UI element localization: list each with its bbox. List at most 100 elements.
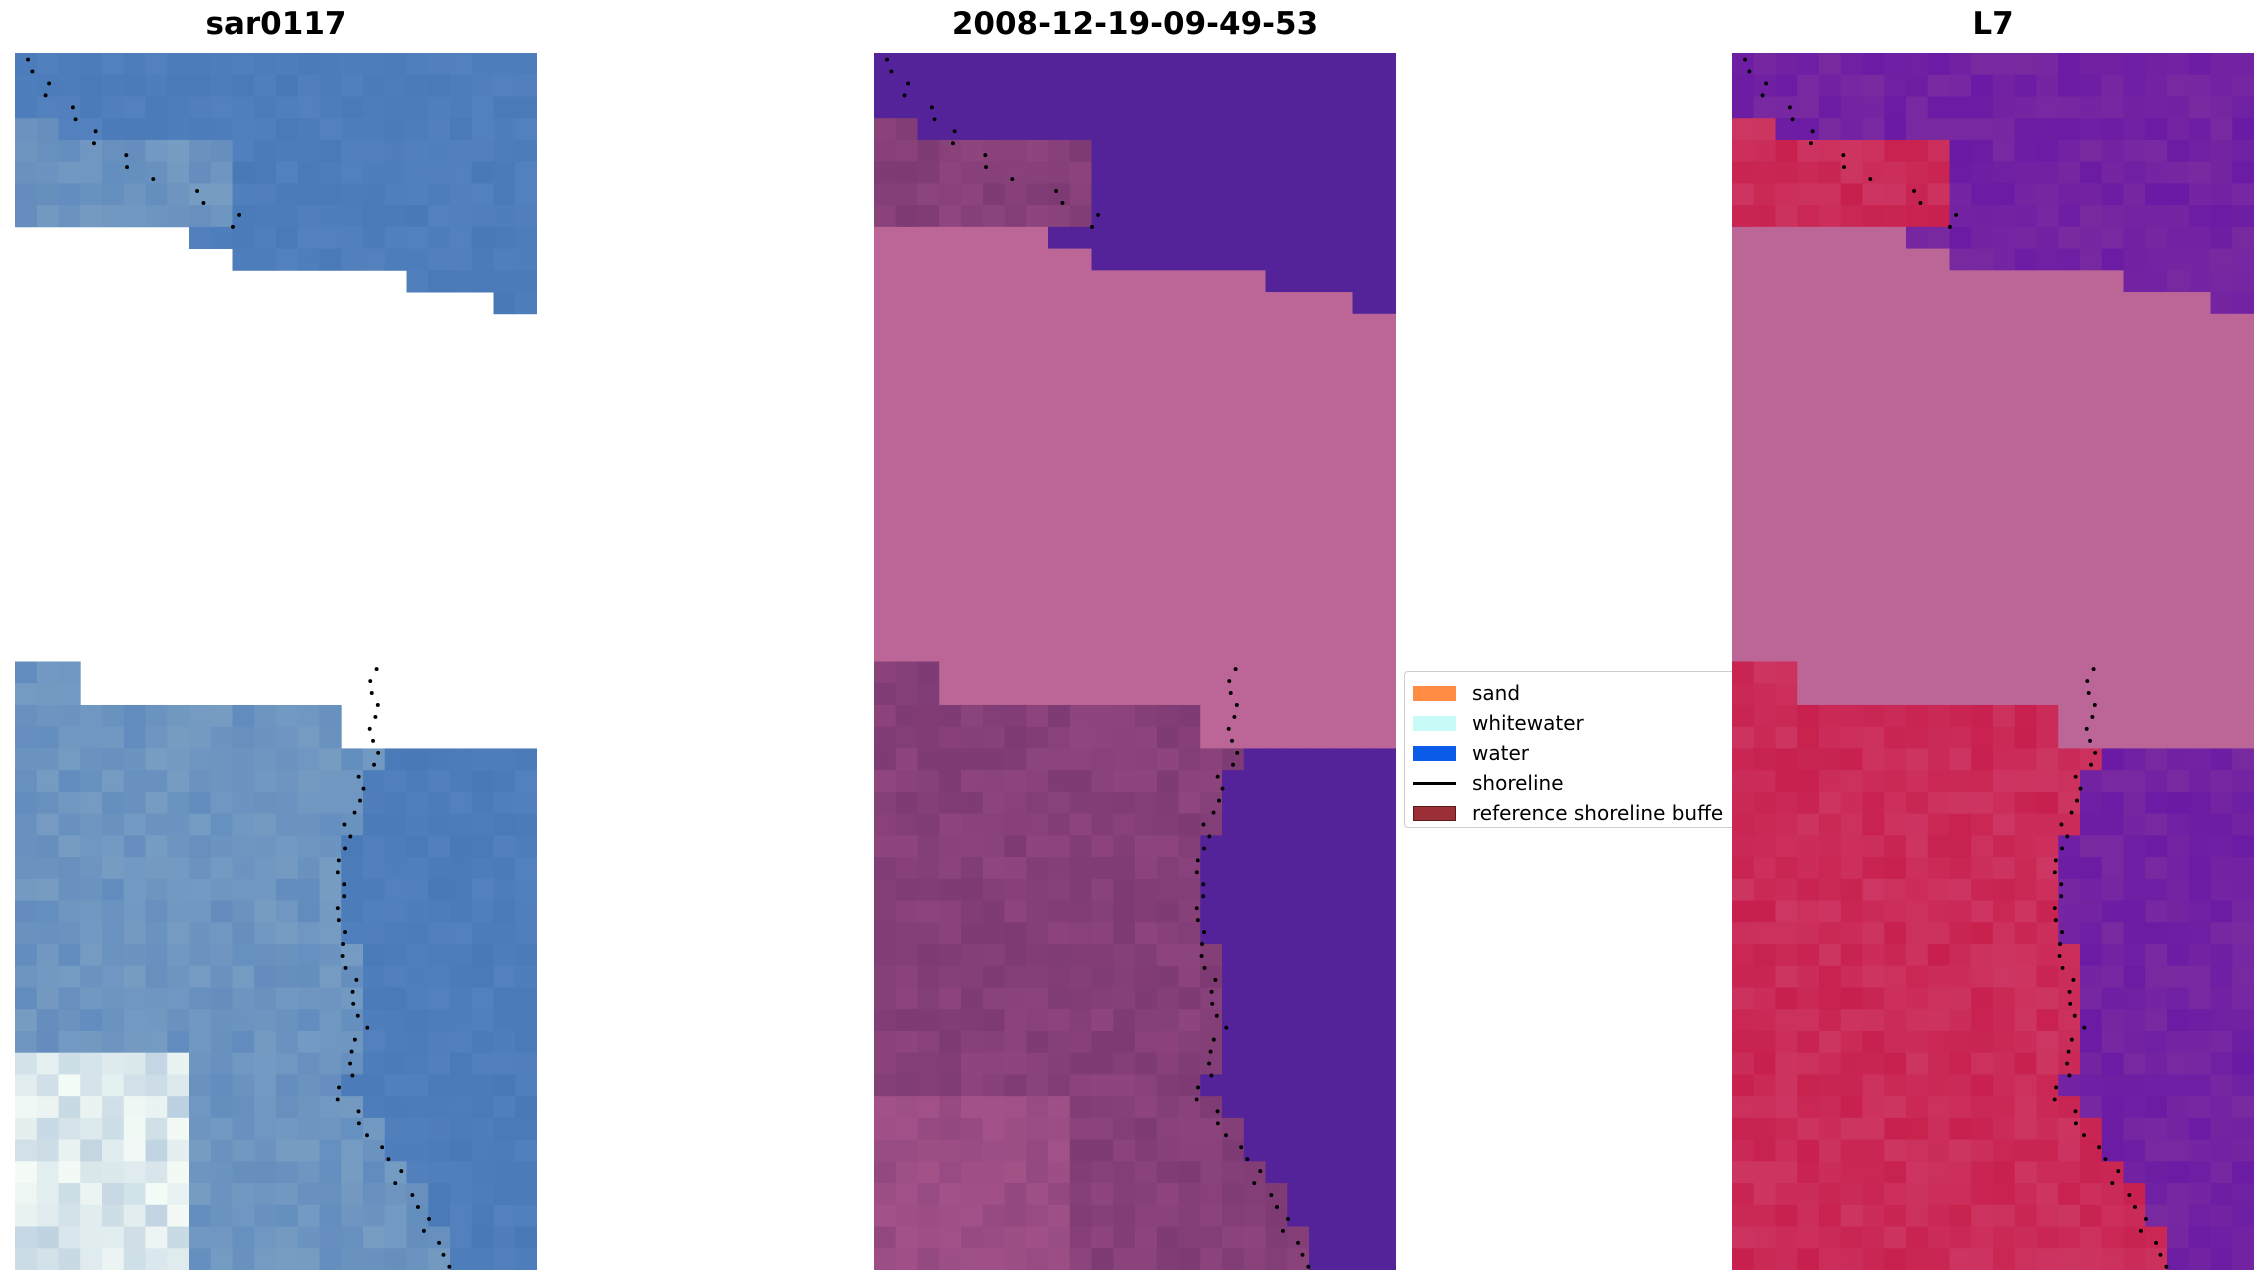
pixel: [1156, 900, 1179, 923]
pixel: [341, 1074, 364, 1097]
pixel: [319, 922, 342, 945]
pixel: [1222, 1096, 1245, 1119]
pixel: [450, 922, 473, 945]
pixel: [1243, 965, 1266, 988]
shoreline-point: [1245, 1157, 1250, 1162]
shoreline-point: [1200, 942, 1204, 946]
pixel: [1309, 357, 1332, 380]
pixel: [1091, 205, 1114, 228]
pixel: [1374, 1074, 1396, 1097]
pixel: [1352, 944, 1375, 967]
pixel: [1135, 683, 1158, 706]
pixel: [1091, 509, 1114, 532]
pixel: [874, 574, 897, 597]
pixel: [1026, 96, 1049, 119]
pixel: [1243, 226, 1266, 250]
pixel: [189, 1009, 212, 1032]
pixel: [1352, 248, 1375, 271]
pixel: [363, 1204, 386, 1227]
pixel: [471, 53, 494, 76]
pixel: [450, 74, 473, 97]
pixel: [167, 726, 190, 749]
pixel: [167, 161, 190, 184]
pixel: [210, 1204, 233, 1227]
pixel: [210, 748, 233, 771]
pixel: [917, 922, 940, 945]
pixel: [384, 1139, 407, 1162]
pixel: [1178, 748, 1201, 771]
pixel: [1243, 857, 1266, 880]
pixel: [428, 139, 451, 163]
pixel: [1004, 1161, 1027, 1184]
shoreline-point: [1258, 1169, 1263, 1174]
pixel: [1048, 857, 1071, 880]
pixel: [1135, 1096, 1158, 1119]
pixel: [123, 1226, 146, 1249]
pixel: [917, 596, 940, 619]
pixel: [145, 1204, 168, 1227]
pixel: [254, 965, 277, 988]
pixel: [1091, 118, 1114, 141]
pixel: [254, 857, 277, 880]
pixel: [1135, 74, 1158, 97]
pixel: [471, 96, 494, 119]
pixel: [1048, 96, 1071, 119]
pixel: [895, 139, 918, 163]
shoreline-point: [351, 1001, 356, 1006]
pixel: [961, 422, 984, 445]
pixel: [1135, 726, 1158, 749]
pixel: [145, 900, 168, 923]
pixel: [493, 96, 516, 119]
pixel: [1135, 1009, 1158, 1032]
pixel: [1243, 183, 1266, 206]
pixel: [939, 465, 962, 489]
pixel: [1026, 922, 1049, 945]
pixel: [1091, 292, 1114, 315]
pixel: [1222, 139, 1245, 163]
pixel: [939, 987, 962, 1010]
pixel: [102, 791, 125, 815]
pixel: [874, 683, 897, 706]
pixel: [189, 704, 212, 728]
pixel: [939, 1096, 962, 1119]
pixel: [80, 1161, 103, 1184]
pixel: [1287, 1183, 1310, 1206]
pixel: [145, 813, 168, 836]
pixel: [982, 487, 1005, 510]
panel-title-date: 2008-12-19-09-49-53: [951, 6, 1319, 42]
pixel: [189, 791, 212, 815]
pixel: [471, 770, 494, 793]
rgb-image: [15, 53, 537, 1270]
pixel: [1178, 574, 1201, 597]
pixel: [319, 1074, 342, 1097]
pixel: [189, 922, 212, 945]
pixel: [36, 683, 59, 706]
pixel: [917, 1183, 940, 1206]
pixel: [1026, 1204, 1049, 1227]
pixel: [917, 1030, 940, 1054]
pixel: [1222, 1183, 1245, 1206]
shoreline-point: [1194, 906, 1199, 911]
shoreline-point: [374, 667, 379, 672]
pixel: [1178, 422, 1201, 445]
pixel: [1374, 118, 1396, 141]
shoreline-point: [932, 117, 937, 122]
pixel: [1048, 1009, 1071, 1032]
pixel: [297, 161, 320, 184]
pixel: [1156, 726, 1179, 749]
pixel: [982, 1052, 1005, 1075]
pixel: [1374, 357, 1396, 380]
pixel: [167, 1030, 190, 1054]
pixel: [1135, 205, 1158, 228]
pixel: [428, 118, 451, 141]
pixel: [15, 1204, 38, 1227]
pixel: [1200, 292, 1223, 315]
pixel: [1178, 53, 1201, 76]
pixel: [363, 139, 386, 163]
pixel: [450, 139, 473, 163]
pixel: [471, 248, 494, 271]
pixel: [384, 139, 407, 163]
pixel: [189, 1074, 212, 1097]
pixel: [895, 639, 918, 662]
pixel: [493, 74, 516, 97]
